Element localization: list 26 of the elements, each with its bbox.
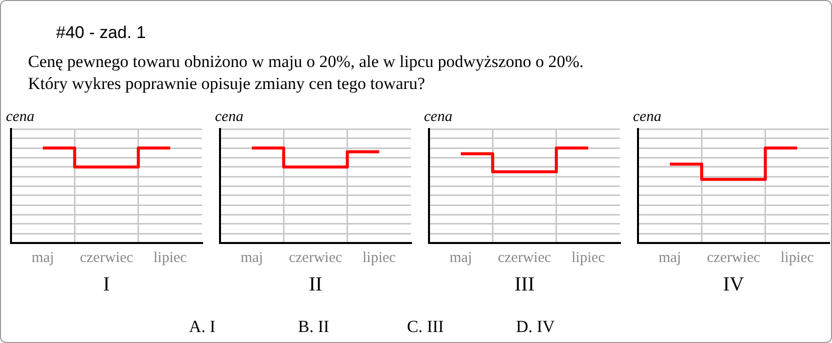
x-tick-label: maj: [240, 250, 264, 266]
x-tick-label: lipiec: [780, 250, 814, 266]
x-tick-label: czerwiec: [80, 250, 134, 266]
x-tick-label: czerwiec: [498, 250, 552, 266]
x-tick-label: czerwiec: [706, 250, 760, 266]
text: A. I: [189, 317, 216, 337]
y-axis-title: cena: [215, 109, 244, 126]
y-axis-title: cena: [633, 109, 662, 126]
text: I: [103, 273, 110, 296]
x-tick-label: maj: [450, 250, 472, 266]
text: Cenę pewnego towaru obniżono w maju o 20%, ale w lipcu podwyższono o 20%. Który wykres poprawnie opisuje zmiany cen tego towaru?: [28, 51, 584, 95]
text: IV: [722, 273, 745, 296]
text: C. III: [407, 317, 444, 337]
text: B. II: [298, 317, 330, 337]
x-tick-label: lipiec: [572, 250, 606, 266]
x-tick-label: maj: [32, 250, 54, 266]
x-tick-label: lipiec: [154, 250, 188, 266]
y-axis-title: cena: [424, 109, 452, 126]
text: D. IV: [516, 317, 555, 337]
x-tick-label: czerwiec: [288, 250, 342, 266]
text: #40 - zad. 1: [56, 23, 146, 43]
x-tick-label: maj: [658, 250, 682, 266]
text: III: [514, 273, 534, 296]
text: II: [308, 273, 322, 296]
y-axis-title: cena: [6, 109, 34, 126]
x-tick-label: lipiec: [362, 250, 396, 266]
